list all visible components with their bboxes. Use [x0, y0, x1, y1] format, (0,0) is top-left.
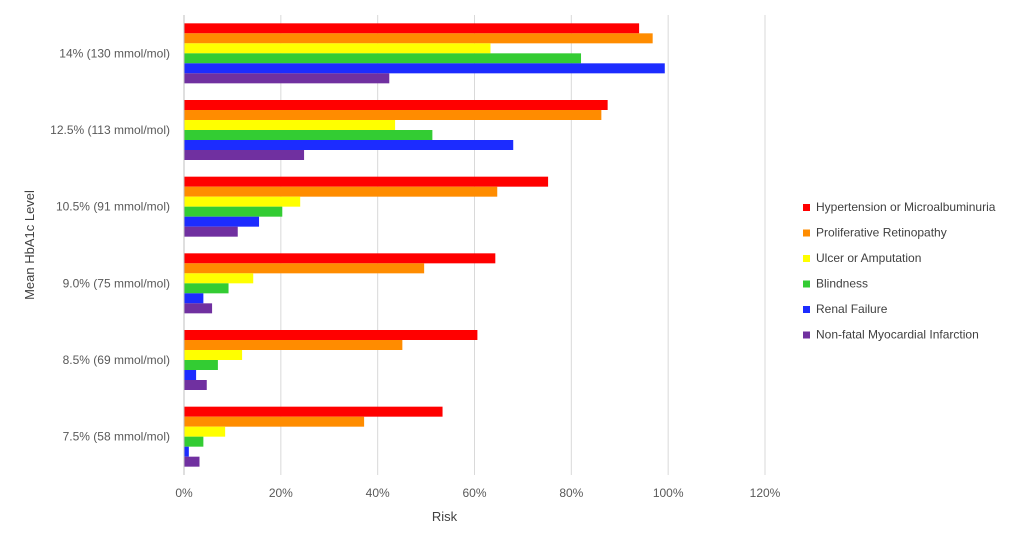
bar	[184, 253, 496, 264]
bar	[184, 273, 254, 284]
legend-swatch	[803, 229, 810, 237]
bar	[184, 73, 390, 84]
category-labels: 14% (130 mmol/mol) 12.5% (113 mmol/mol) 10…	[50, 46, 170, 443]
bar	[184, 380, 207, 390]
legend-item: Blindness	[803, 277, 868, 291]
legend-item: Proliferative Retinopathy	[803, 226, 947, 240]
legend-swatch	[803, 306, 810, 313]
legend-label: Blindness	[816, 277, 868, 291]
bar	[184, 416, 365, 427]
legend: Hypertension or Microalbuminuria Prolifer…	[803, 200, 996, 342]
legend-swatch	[803, 255, 810, 262]
x-tick-label: 80%	[559, 486, 583, 500]
bars	[184, 23, 665, 467]
bar	[184, 293, 204, 304]
x-tick-label: 0%	[175, 486, 193, 500]
bar	[184, 436, 204, 447]
legend-swatch	[803, 204, 810, 211]
bar	[184, 43, 491, 54]
legend-label: Proliferative Retinopathy	[816, 226, 947, 240]
x-tick-label: 60%	[462, 486, 486, 500]
bar	[184, 206, 283, 217]
legend-item: Ulcer or Amputation	[803, 251, 921, 265]
bar	[184, 120, 396, 130]
x-tick-label: 120%	[750, 486, 781, 500]
x-tick-label: 20%	[269, 486, 293, 500]
bar	[184, 446, 189, 457]
legend-swatch	[803, 331, 810, 339]
bar	[184, 130, 433, 140]
bar	[184, 216, 260, 227]
bar	[184, 406, 443, 417]
bar	[184, 63, 665, 74]
category-label: 9.0% (75 mmol/mol)	[63, 276, 170, 290]
bar	[184, 370, 197, 380]
legend-label: Ulcer or Amputation	[816, 251, 921, 265]
bar	[184, 196, 301, 207]
category-label: 14% (130 mmol/mol)	[59, 46, 170, 60]
bar	[184, 150, 305, 160]
bar	[184, 360, 218, 370]
gridlines	[280, 15, 766, 475]
x-tick-labels: 0% 20% 40% 60% 80% 100% 120%	[175, 486, 780, 500]
category-label: 8.5% (69 mmol/mol)	[63, 353, 170, 367]
category-label: 10.5% (91 mmol/mol)	[56, 200, 170, 214]
bar	[184, 330, 478, 340]
x-tick-label: 100%	[653, 486, 684, 500]
bar	[184, 426, 226, 437]
bar	[184, 110, 602, 120]
bar	[184, 283, 229, 294]
category-label: 7.5% (58 mmol/mol)	[63, 430, 170, 444]
x-axis-title: Risk	[432, 509, 458, 524]
bar	[184, 23, 640, 34]
legend-label: Hypertension or Microalbuminuria	[816, 200, 996, 214]
category-label: 12.5% (113 mmol/mol)	[50, 123, 170, 137]
legend-item: Renal Failure	[803, 302, 888, 316]
bar	[184, 33, 653, 44]
legend-label: Non-fatal Myocardial Infarction	[816, 328, 979, 342]
bar	[184, 186, 498, 197]
bar	[184, 350, 243, 360]
legend-item: Hypertension or Microalbuminuria	[803, 200, 996, 214]
legend-swatch	[803, 280, 810, 288]
legend-item: Non-fatal Myocardial Infarction	[803, 328, 979, 342]
legend-label: Renal Failure	[816, 302, 888, 316]
bar	[184, 176, 549, 187]
bar	[184, 140, 514, 150]
bar	[184, 53, 582, 64]
bar	[184, 456, 200, 467]
bar	[184, 340, 403, 350]
bar	[184, 226, 238, 237]
x-tick-label: 40%	[366, 486, 390, 500]
bar	[184, 100, 608, 110]
bar	[184, 263, 425, 274]
y-axis-title: Mean HbA1c Level	[22, 190, 37, 300]
bar	[184, 303, 213, 314]
